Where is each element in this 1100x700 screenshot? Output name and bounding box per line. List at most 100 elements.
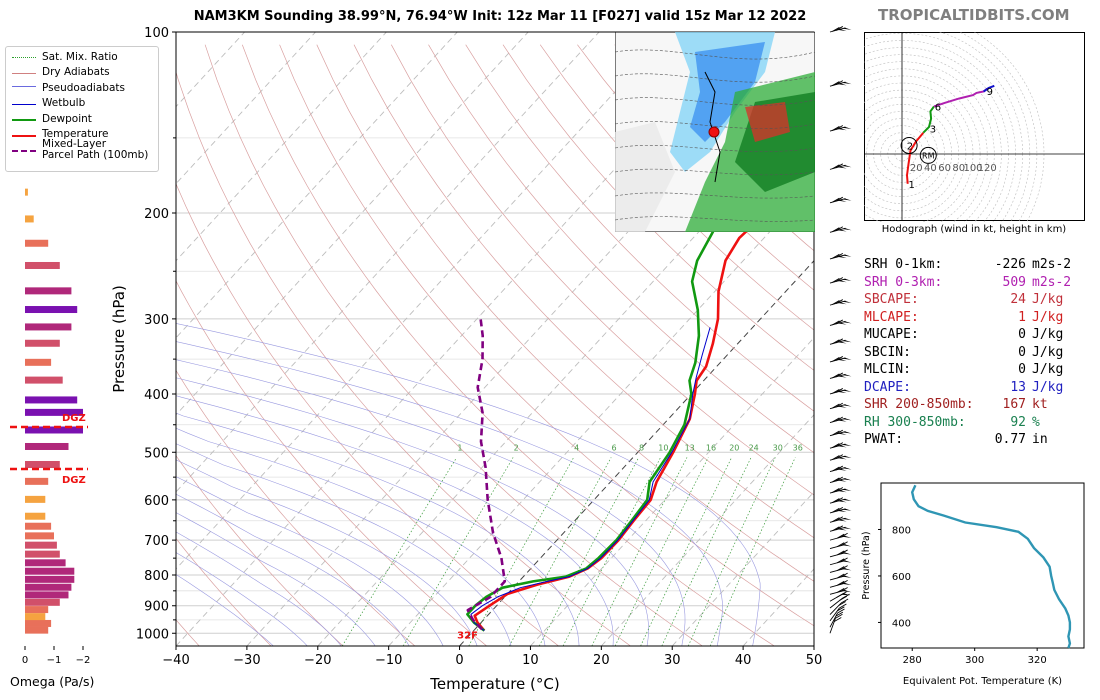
omega-panel: 0 −1 −2 DGZ DGZ [10,188,90,666]
wind-barb-tick [832,403,840,409]
stat-row: DCAPE: 13 J/kg [864,379,1084,397]
legend-label: Dry Adiabats [42,66,110,78]
stat-unit: J/kg [1032,292,1064,307]
wind-barb-tick [835,356,844,361]
wind-barb-tick [837,606,845,612]
wind-barb-tick [838,601,846,606]
mixing-ratio-line [509,457,612,646]
wind-barb-flag [842,518,852,521]
omega-bar [25,512,46,520]
wind-barb-tick [832,455,840,460]
brand-watermark: TROPICALTIDBITS.COM [878,6,1070,24]
stat-number: 1 [1018,309,1026,325]
wind-barb-tick [835,196,844,202]
stat-value: 0 J/kg [1018,361,1084,379]
hodograph-frame [864,32,1085,221]
wind-barb-flag [837,341,847,344]
mixing-ratio-label: 1 [457,443,462,452]
moist-adiabat [176,443,512,646]
stat-label: SRH 0-1km: [864,257,943,272]
x-tick-label: 50 [806,653,823,668]
stat-unit: J/kg [1032,309,1064,325]
dry-adiabat [577,44,814,291]
wind-barb-tick [840,557,848,563]
wind-barb-tick [832,477,840,483]
y-tick-label: 300 [144,313,169,328]
omega-bar [25,358,52,366]
dry-adiabat [279,44,814,627]
omega-tick-label: 0 [22,655,28,666]
hodograph-trace [983,84,995,93]
dry-adiabat [539,44,814,331]
y-tick-label: 800 [144,569,169,584]
omega-bar [25,477,49,485]
wind-barb-tick [840,598,849,604]
wind-barb-tick [835,319,844,325]
wind-barb-tick [835,338,844,344]
wind-barb-tick [835,26,844,31]
y-tick-label: 500 [144,446,169,461]
mixing-ratio-line [614,457,709,646]
omega-bar [25,591,69,599]
wind-barb-flag [837,359,847,362]
moist-adiabat [176,412,580,646]
wind-barb-tick [837,542,845,548]
stat-row: SBCIN: 0 J/kg [864,344,1084,362]
map-contour [615,73,815,83]
hodograph-tick-label: 40 [924,163,937,174]
wind-barb-tick [832,278,840,283]
omega-bar [25,559,66,567]
wind-barb-tick [832,517,840,523]
stat-unit: J/kg [1032,362,1064,377]
dry-adiabat [204,44,703,646]
wind-barb-flag [837,500,847,503]
freezing-label: 32F [457,630,478,641]
wind-barb-tick [836,593,844,598]
stat-number: 0 [1018,362,1026,377]
moist-adiabat [176,427,546,646]
mixing-ratio-line [341,457,457,646]
theta-e-plot: 280 300 320 400 600 800 Equivalent Pot. Temper… [861,482,1085,687]
omega-bar [25,376,63,384]
map-precip-area [690,42,765,142]
omega-bar [25,598,60,606]
wind-barb-tick [832,356,840,362]
omega-bar [25,426,83,434]
stat-number: 0 [1018,327,1026,342]
wind-barb-tick [832,526,840,532]
wind-barb-tick [835,525,844,531]
mixing-ratio-line [402,457,514,646]
series-temperature [473,179,814,632]
stat-number: 13 [1010,379,1026,395]
wind-barb-tick [837,533,845,539]
wind-barb-flag [842,478,852,481]
moist-adiabat [176,377,649,646]
omega-bar [25,567,75,575]
map-coastline [704,71,721,183]
mixing-ratio-label: 16 [706,443,716,452]
hodograph-marker [900,136,918,154]
theta-e-x-tick-label: 320 [1028,655,1047,666]
wind-barb-flag [842,418,852,421]
wind-barb-tick [835,416,844,422]
stat-value: -226 m2s-2 [995,256,1084,274]
wind-barb-flag [842,278,852,281]
wind-barb-flag [842,575,852,578]
map-contour [615,49,815,60]
omega-bar [25,532,54,540]
wind-barb-flag [837,256,847,259]
moist-adiabat [176,476,444,646]
wind-barb-flag [842,508,852,511]
moist-adiabat [176,395,614,646]
stat-number: 92 [1010,414,1026,430]
omega-bar [25,619,52,627]
legend-label: Temperature [42,128,109,140]
omega-bar [25,396,78,404]
wind-barb-flag [842,340,852,343]
stat-number: 24 [1010,292,1026,307]
dry-adiabat [176,280,487,646]
hodograph-height-label: 1 [908,180,914,191]
wind-barb-tick [835,442,844,448]
wind-barb-tick [832,430,840,436]
dry-adiabat [428,44,814,454]
